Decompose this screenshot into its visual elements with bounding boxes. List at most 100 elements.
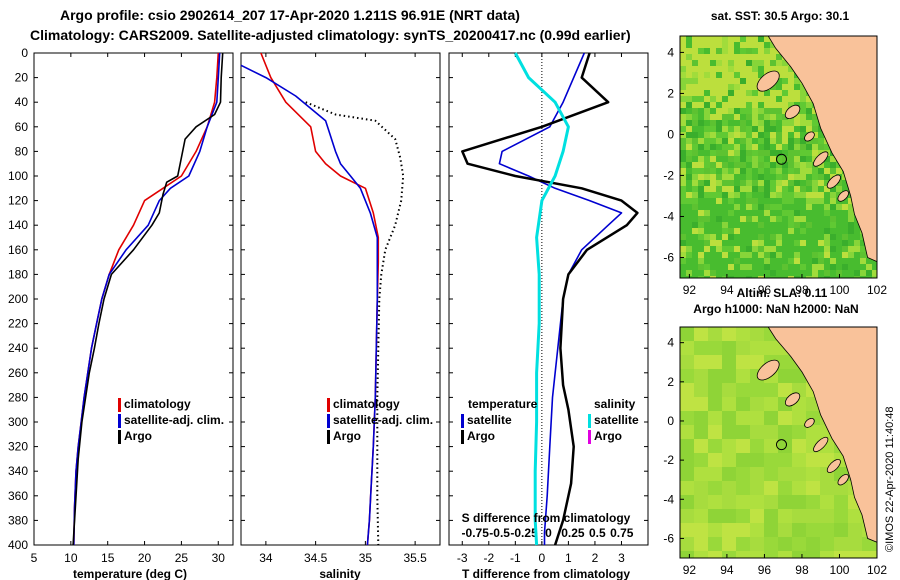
sea-cell [764,60,770,66]
sea-cell [750,467,764,481]
sea-cell [782,210,788,216]
sea-cell [692,264,698,270]
sea-cell [686,210,692,216]
sea-cell [764,425,778,439]
sea-cell [776,210,782,216]
sea-cell [686,204,692,210]
sea-cell [830,234,836,240]
sea-cell [818,144,824,150]
sea-cell [824,276,830,278]
sea-cell [722,192,728,198]
sea-cell [770,270,776,276]
sea-cell [734,102,740,108]
sea-cell [750,523,764,537]
sea-cell [694,537,708,551]
depth-tick-label: 160 [8,243,28,257]
sea-cell [776,198,782,204]
sea-cell [830,246,836,252]
sea-cell [740,204,746,210]
sea-cell [680,36,686,42]
sea-cell [710,132,716,138]
sea-cell [746,210,752,216]
sea-cell [836,204,842,210]
sea-cell [788,66,794,72]
map-lon-label: 96 [758,563,772,577]
sea-cell [818,264,824,270]
sea-cell [800,90,806,96]
sea-cell [692,132,698,138]
island [837,190,849,202]
sea-cell [770,252,776,258]
sea-cell [736,453,750,467]
sea-cell [750,537,764,551]
sea-cell [812,252,818,258]
s-diff-tick-label: -0.25 [510,526,538,540]
sea-cell [740,180,746,186]
sea-cell [736,439,750,453]
sea-cell [788,78,794,84]
sea-cell [680,204,686,210]
sea-cell [708,369,722,383]
sea-cell [782,78,788,84]
sea-cell [778,509,792,523]
island [837,474,849,486]
sea-cell [692,240,698,246]
sea-cell [708,453,722,467]
sea-cell [800,108,806,114]
sea-cell [866,264,872,270]
sea-cell [740,258,746,264]
island [804,418,815,428]
sea-cell [710,114,716,120]
sea-cell [728,204,734,210]
map-lat-label: 2 [667,375,674,389]
sea-cell [820,509,834,523]
sea-cell [752,108,758,114]
sea-cell [770,240,776,246]
sea-cell [728,144,734,150]
legend-swatch-t-argo [461,430,464,444]
sea-cell [746,174,752,180]
sea-cell [680,509,694,523]
legend-label-satellite: satellite-adj. clim. [333,413,433,427]
depth-tick-label: 340 [8,464,28,478]
sea-cell [752,84,758,90]
sea-cell [734,108,740,114]
sea-cell [834,495,848,509]
sea-cell [716,72,722,78]
sea-cell [776,54,782,60]
sea-cell [782,114,788,120]
sea-cell [752,42,758,48]
sea-cell [692,216,698,222]
depth-tick-label: 260 [8,366,28,380]
sea-cell [692,42,698,48]
x-tick-label: 3 [618,551,625,565]
sea-cell [740,240,746,246]
sea-cell [704,60,710,66]
sea-cell [722,108,728,114]
sea-cell [860,252,866,258]
sea-cell [764,42,770,48]
sea-cell [728,240,734,246]
sea-cell [680,453,694,467]
sea-cell [722,204,728,210]
sea-cell [736,509,750,523]
sea-cell [728,276,734,278]
sea-cell [848,252,854,258]
sea-cell [680,355,694,369]
sea-cell [722,162,728,168]
sea-cell [728,66,734,72]
sea-cell [764,144,770,150]
sea-cell [782,180,788,186]
sea-cell [746,132,752,138]
sea-cell [800,174,806,180]
sea-cell [836,264,842,270]
sea-cell [848,198,854,204]
sea-cell [752,198,758,204]
sea-cell [788,246,794,252]
sea-cell [704,252,710,258]
sea-cell [812,132,818,138]
sea-cell [734,66,740,72]
sea-cell [694,369,708,383]
sea-cell [752,114,758,120]
sea-cell [710,168,716,174]
